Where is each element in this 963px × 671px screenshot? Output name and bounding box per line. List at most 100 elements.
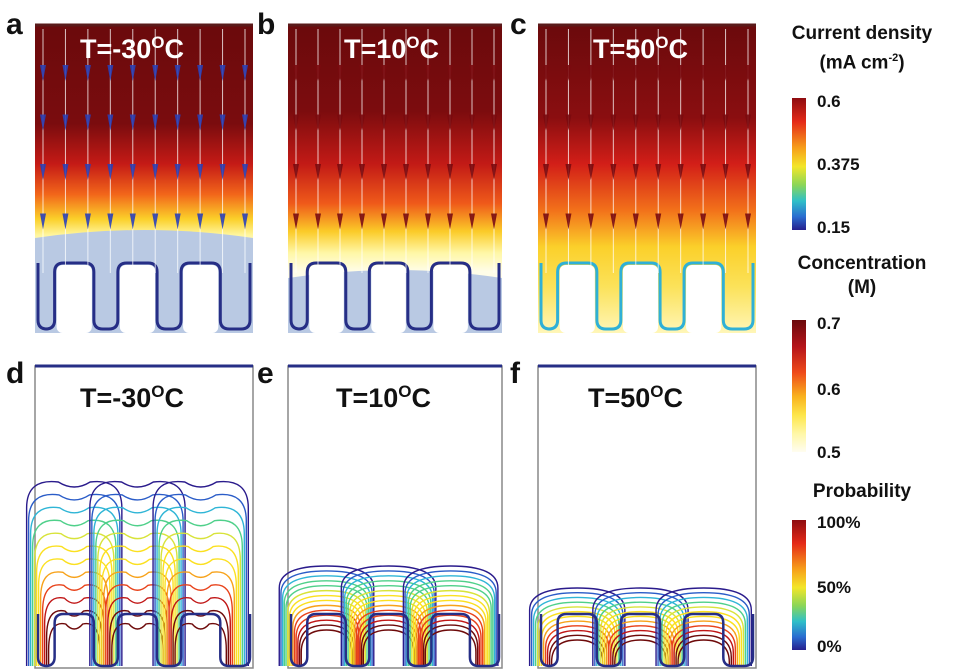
panel-e-contour-1-10 bbox=[345, 580, 432, 666]
panel-d-frame bbox=[34, 365, 254, 669]
panel-letter-c: c bbox=[510, 8, 527, 41]
panel-f-contour-1-6 bbox=[602, 610, 679, 666]
panel-b bbox=[288, 23, 502, 333]
panel-d-contour-0-7 bbox=[33, 532, 115, 666]
panel-f-contour-2-7 bbox=[663, 606, 744, 666]
panel-a-arrow-7-3 bbox=[197, 213, 204, 230]
panel-b-arrow-9-3 bbox=[491, 213, 497, 230]
panel-b-arrow-7-3 bbox=[447, 213, 453, 230]
panel-d-contour-0-4 bbox=[39, 571, 109, 666]
panel-e bbox=[278, 364, 503, 669]
panel-c-arrow-9-3 bbox=[745, 213, 751, 230]
panel-e-contour-0-7 bbox=[288, 594, 365, 666]
panel-d-contour-0-1 bbox=[45, 609, 103, 666]
panel-d-contour-2-0 bbox=[174, 622, 227, 666]
panel-a-arrow-8-2 bbox=[219, 164, 226, 180]
panel-e-contour-2-6 bbox=[414, 599, 487, 666]
panel-a-arrow-9-1 bbox=[242, 114, 248, 131]
panel-c-arrow-2-1 bbox=[587, 114, 594, 131]
panel-c bbox=[538, 23, 756, 333]
panel-d-contour-1-11 bbox=[89, 480, 186, 666]
panel-c-arrow-7-2 bbox=[700, 164, 707, 180]
panel-c-arrow-0-2 bbox=[543, 164, 549, 180]
panel-a-arrow-3-2 bbox=[107, 164, 114, 180]
panel-e-contour-1-13 bbox=[340, 565, 437, 666]
panel-a-arrow-5-2 bbox=[152, 164, 159, 180]
panel-b-arrow-2-0 bbox=[337, 65, 343, 81]
panel-d-contour-2-9 bbox=[156, 506, 245, 666]
panel-c-arrow-7-0 bbox=[700, 65, 707, 81]
panel-d-contour-1-7 bbox=[97, 532, 178, 666]
panel-b-arrow-0-0 bbox=[293, 65, 299, 81]
panel-d-contour-0-10 bbox=[27, 493, 121, 666]
panel-c-arrow-3-2 bbox=[610, 164, 617, 180]
panel-c-arrow-4-0 bbox=[632, 65, 639, 81]
panel-c-arrow-1-2 bbox=[565, 164, 572, 180]
panel-d-contour-2-7 bbox=[160, 532, 241, 666]
panel-d-contour-0-8 bbox=[31, 519, 117, 666]
panel-f-contour-2-6 bbox=[665, 610, 742, 666]
panel-d-contour-0-9 bbox=[29, 506, 119, 666]
panel-f-contour-2-0 bbox=[677, 639, 730, 666]
panel-letter-a: a bbox=[6, 8, 23, 41]
panel-c-arrow-8-1 bbox=[722, 114, 729, 131]
panel-a-title: T=-30OC bbox=[80, 33, 184, 64]
panel-c-arrow-1-0 bbox=[565, 65, 572, 81]
panel-d-contour-2-2 bbox=[170, 597, 231, 666]
panel-b-arrow-3-3 bbox=[359, 213, 365, 230]
panel-a-arrow-3-1 bbox=[107, 114, 114, 131]
panel-e-contour-1-11 bbox=[344, 575, 434, 666]
concentration-title: Concentration bbox=[797, 253, 927, 274]
panel-f-contour-0-11 bbox=[528, 587, 626, 666]
panel-a-arrow-6-2 bbox=[174, 164, 181, 180]
panel-a-tooth-0 bbox=[56, 265, 92, 333]
panel-c-arrow-5-1 bbox=[655, 114, 662, 131]
panel-c-arrow-6-3 bbox=[677, 213, 684, 230]
panel-f-contour-0-8 bbox=[534, 601, 620, 666]
panel-b-arrow-6-1 bbox=[425, 114, 431, 131]
panel-c-arrow-6-1 bbox=[677, 114, 684, 131]
panel-d-contour-1-0 bbox=[111, 622, 164, 666]
panel-f-contour-1-1 bbox=[612, 634, 669, 666]
panel-c-arrow-1-3 bbox=[565, 213, 572, 230]
panel-e-contour-2-1 bbox=[422, 624, 479, 666]
panel-f-contour-2-1 bbox=[675, 634, 732, 666]
panel-b-arrow-5-1 bbox=[403, 114, 409, 131]
panel-f-contour-1-0 bbox=[614, 639, 667, 666]
panel-f-contour-1-8 bbox=[598, 601, 683, 666]
panel-e-contour-0-4 bbox=[293, 609, 360, 666]
panel-e-contour-1-1 bbox=[360, 624, 417, 666]
panel-e-contour-0-10 bbox=[283, 580, 370, 666]
panel-c-arrow-9-2 bbox=[745, 164, 751, 180]
probability-mid: 50% bbox=[817, 578, 852, 597]
panel-f-contour-0-4 bbox=[542, 620, 612, 666]
panel-b-arrow-6-2 bbox=[425, 164, 431, 180]
panel-c-arrow-5-3 bbox=[655, 213, 662, 230]
panel-d-contour-1-4 bbox=[103, 571, 172, 666]
panel-b-arrow-4-1 bbox=[381, 114, 387, 131]
panel-f-contour-2-3 bbox=[671, 625, 736, 666]
panel-f-contour-0-0 bbox=[550, 639, 604, 666]
panel-b-tooth-2 bbox=[433, 265, 468, 333]
current-density-title: Current density bbox=[791, 23, 933, 44]
panel-e-contour-1-0 bbox=[362, 629, 415, 666]
panel-a-arrow-0-3 bbox=[40, 213, 46, 230]
panel-b-arrow-6-0 bbox=[425, 65, 431, 81]
panel-c-arrow-8-3 bbox=[722, 213, 729, 230]
panel-e-contour-2-10 bbox=[407, 580, 494, 666]
panel-b-arrow-1-0 bbox=[315, 65, 321, 81]
panel-f-contour-2-4 bbox=[669, 620, 738, 666]
current-density-mid: 0.375 bbox=[817, 155, 860, 174]
panel-a-arrow-8-0 bbox=[219, 65, 226, 81]
current-density-min: 0.15 bbox=[817, 218, 851, 237]
panel-a-arrow-9-2 bbox=[242, 164, 248, 180]
panel-e-contour-0-12 bbox=[280, 570, 373, 666]
panel-letter-d: d bbox=[6, 357, 24, 390]
panel-a bbox=[35, 23, 253, 333]
panel-a-arrow-0-2 bbox=[40, 164, 46, 180]
panel-c-arrow-0-1 bbox=[543, 114, 549, 131]
panel-f-contour-1-9 bbox=[596, 596, 685, 666]
panel-c-arrow-9-1 bbox=[745, 114, 751, 131]
panel-a-arrow-2-3 bbox=[84, 213, 91, 230]
panel-d-contour-2-11 bbox=[152, 480, 249, 666]
